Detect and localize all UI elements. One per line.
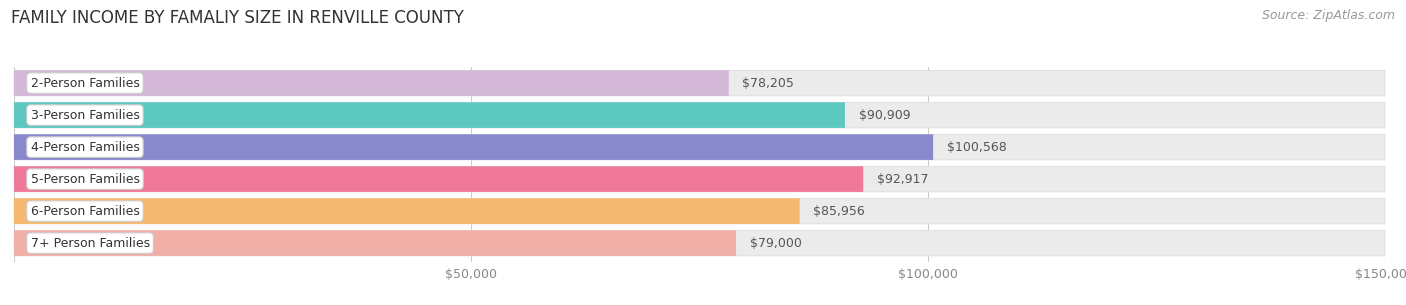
Text: 2-Person Families: 2-Person Families xyxy=(31,77,139,90)
Text: $92,917: $92,917 xyxy=(877,173,928,186)
FancyBboxPatch shape xyxy=(14,102,845,128)
Text: Source: ZipAtlas.com: Source: ZipAtlas.com xyxy=(1261,9,1395,22)
FancyBboxPatch shape xyxy=(14,166,1385,192)
Text: $90,909: $90,909 xyxy=(859,109,910,122)
Text: 6-Person Families: 6-Person Families xyxy=(31,205,139,217)
Text: 3-Person Families: 3-Person Families xyxy=(31,109,139,122)
Text: $78,205: $78,205 xyxy=(742,77,794,90)
FancyBboxPatch shape xyxy=(14,134,1385,160)
Text: 7+ Person Families: 7+ Person Families xyxy=(31,237,149,249)
Text: $85,956: $85,956 xyxy=(813,205,865,217)
Text: $100,568: $100,568 xyxy=(946,141,1007,154)
FancyBboxPatch shape xyxy=(14,198,800,224)
FancyBboxPatch shape xyxy=(14,166,863,192)
FancyBboxPatch shape xyxy=(14,134,934,160)
Text: 4-Person Families: 4-Person Families xyxy=(31,141,139,154)
FancyBboxPatch shape xyxy=(14,230,1385,256)
Text: FAMILY INCOME BY FAMALIY SIZE IN RENVILLE COUNTY: FAMILY INCOME BY FAMALIY SIZE IN RENVILL… xyxy=(11,9,464,27)
Text: $79,000: $79,000 xyxy=(749,237,801,249)
FancyBboxPatch shape xyxy=(14,198,1385,224)
FancyBboxPatch shape xyxy=(14,102,1385,128)
FancyBboxPatch shape xyxy=(14,70,728,96)
FancyBboxPatch shape xyxy=(14,70,1385,96)
Text: 5-Person Families: 5-Person Families xyxy=(31,173,139,186)
FancyBboxPatch shape xyxy=(14,230,737,256)
